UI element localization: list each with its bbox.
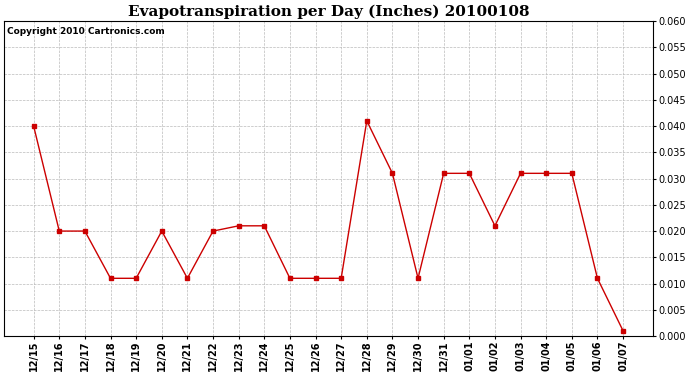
Text: Copyright 2010 Cartronics.com: Copyright 2010 Cartronics.com xyxy=(8,27,165,36)
Title: Evapotranspiration per Day (Inches) 20100108: Evapotranspiration per Day (Inches) 2010… xyxy=(128,4,529,18)
